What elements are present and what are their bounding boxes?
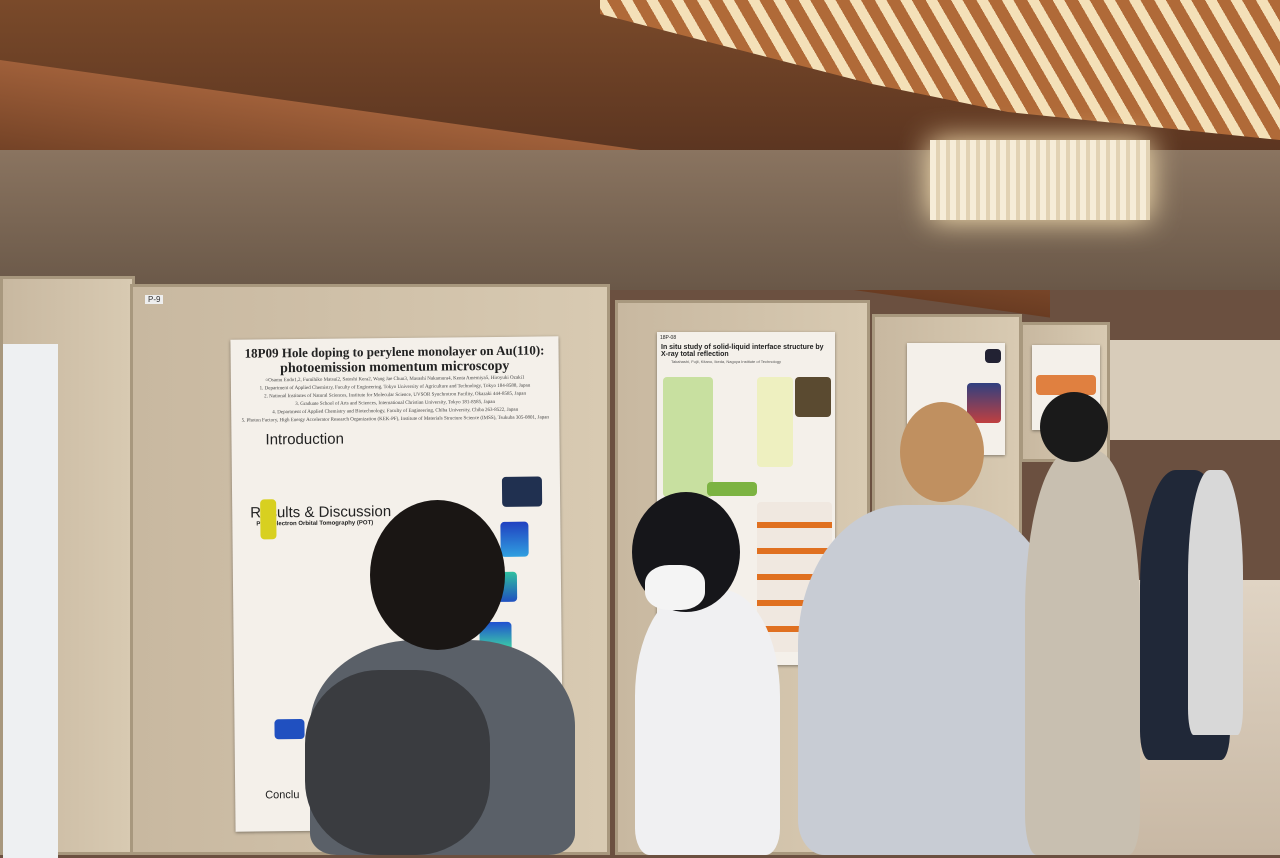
backpack bbox=[305, 670, 490, 855]
logo bbox=[985, 349, 1001, 363]
poster-left-partial bbox=[3, 344, 58, 858]
poster-panel-left bbox=[0, 276, 135, 858]
poster-authors: Takahashi, Fujii, Kitano, Ikeda, Nagoya … bbox=[671, 359, 781, 364]
photo bbox=[795, 377, 831, 417]
figure-momentum-map bbox=[500, 521, 529, 557]
stone-wall bbox=[1105, 340, 1280, 440]
person-head bbox=[370, 500, 505, 650]
figure-molecule bbox=[260, 499, 277, 540]
figure-orbital bbox=[274, 718, 305, 740]
lit-curtain bbox=[930, 140, 1150, 220]
content-block bbox=[707, 482, 757, 496]
poster-id: 18P-08 bbox=[660, 335, 677, 341]
figure bbox=[1036, 375, 1096, 395]
section-introduction: Introduction bbox=[265, 430, 344, 449]
face-mask bbox=[645, 565, 705, 610]
person-presenter-white-shirt bbox=[635, 590, 780, 855]
person-back-beige bbox=[1025, 450, 1140, 855]
content-block bbox=[757, 377, 793, 467]
person-white-shirt bbox=[1188, 470, 1243, 735]
figure-image bbox=[501, 476, 543, 507]
panel-number-label: P-9 bbox=[145, 295, 164, 304]
figure bbox=[967, 383, 1001, 423]
section-conclusion: Conclu bbox=[265, 789, 300, 802]
poster-title: In situ study of solid-liquid interface … bbox=[661, 344, 824, 358]
content-block bbox=[663, 377, 713, 497]
person-head-blond bbox=[900, 402, 984, 502]
person-back-light-shirt bbox=[798, 505, 1063, 855]
person-head bbox=[1040, 392, 1108, 462]
